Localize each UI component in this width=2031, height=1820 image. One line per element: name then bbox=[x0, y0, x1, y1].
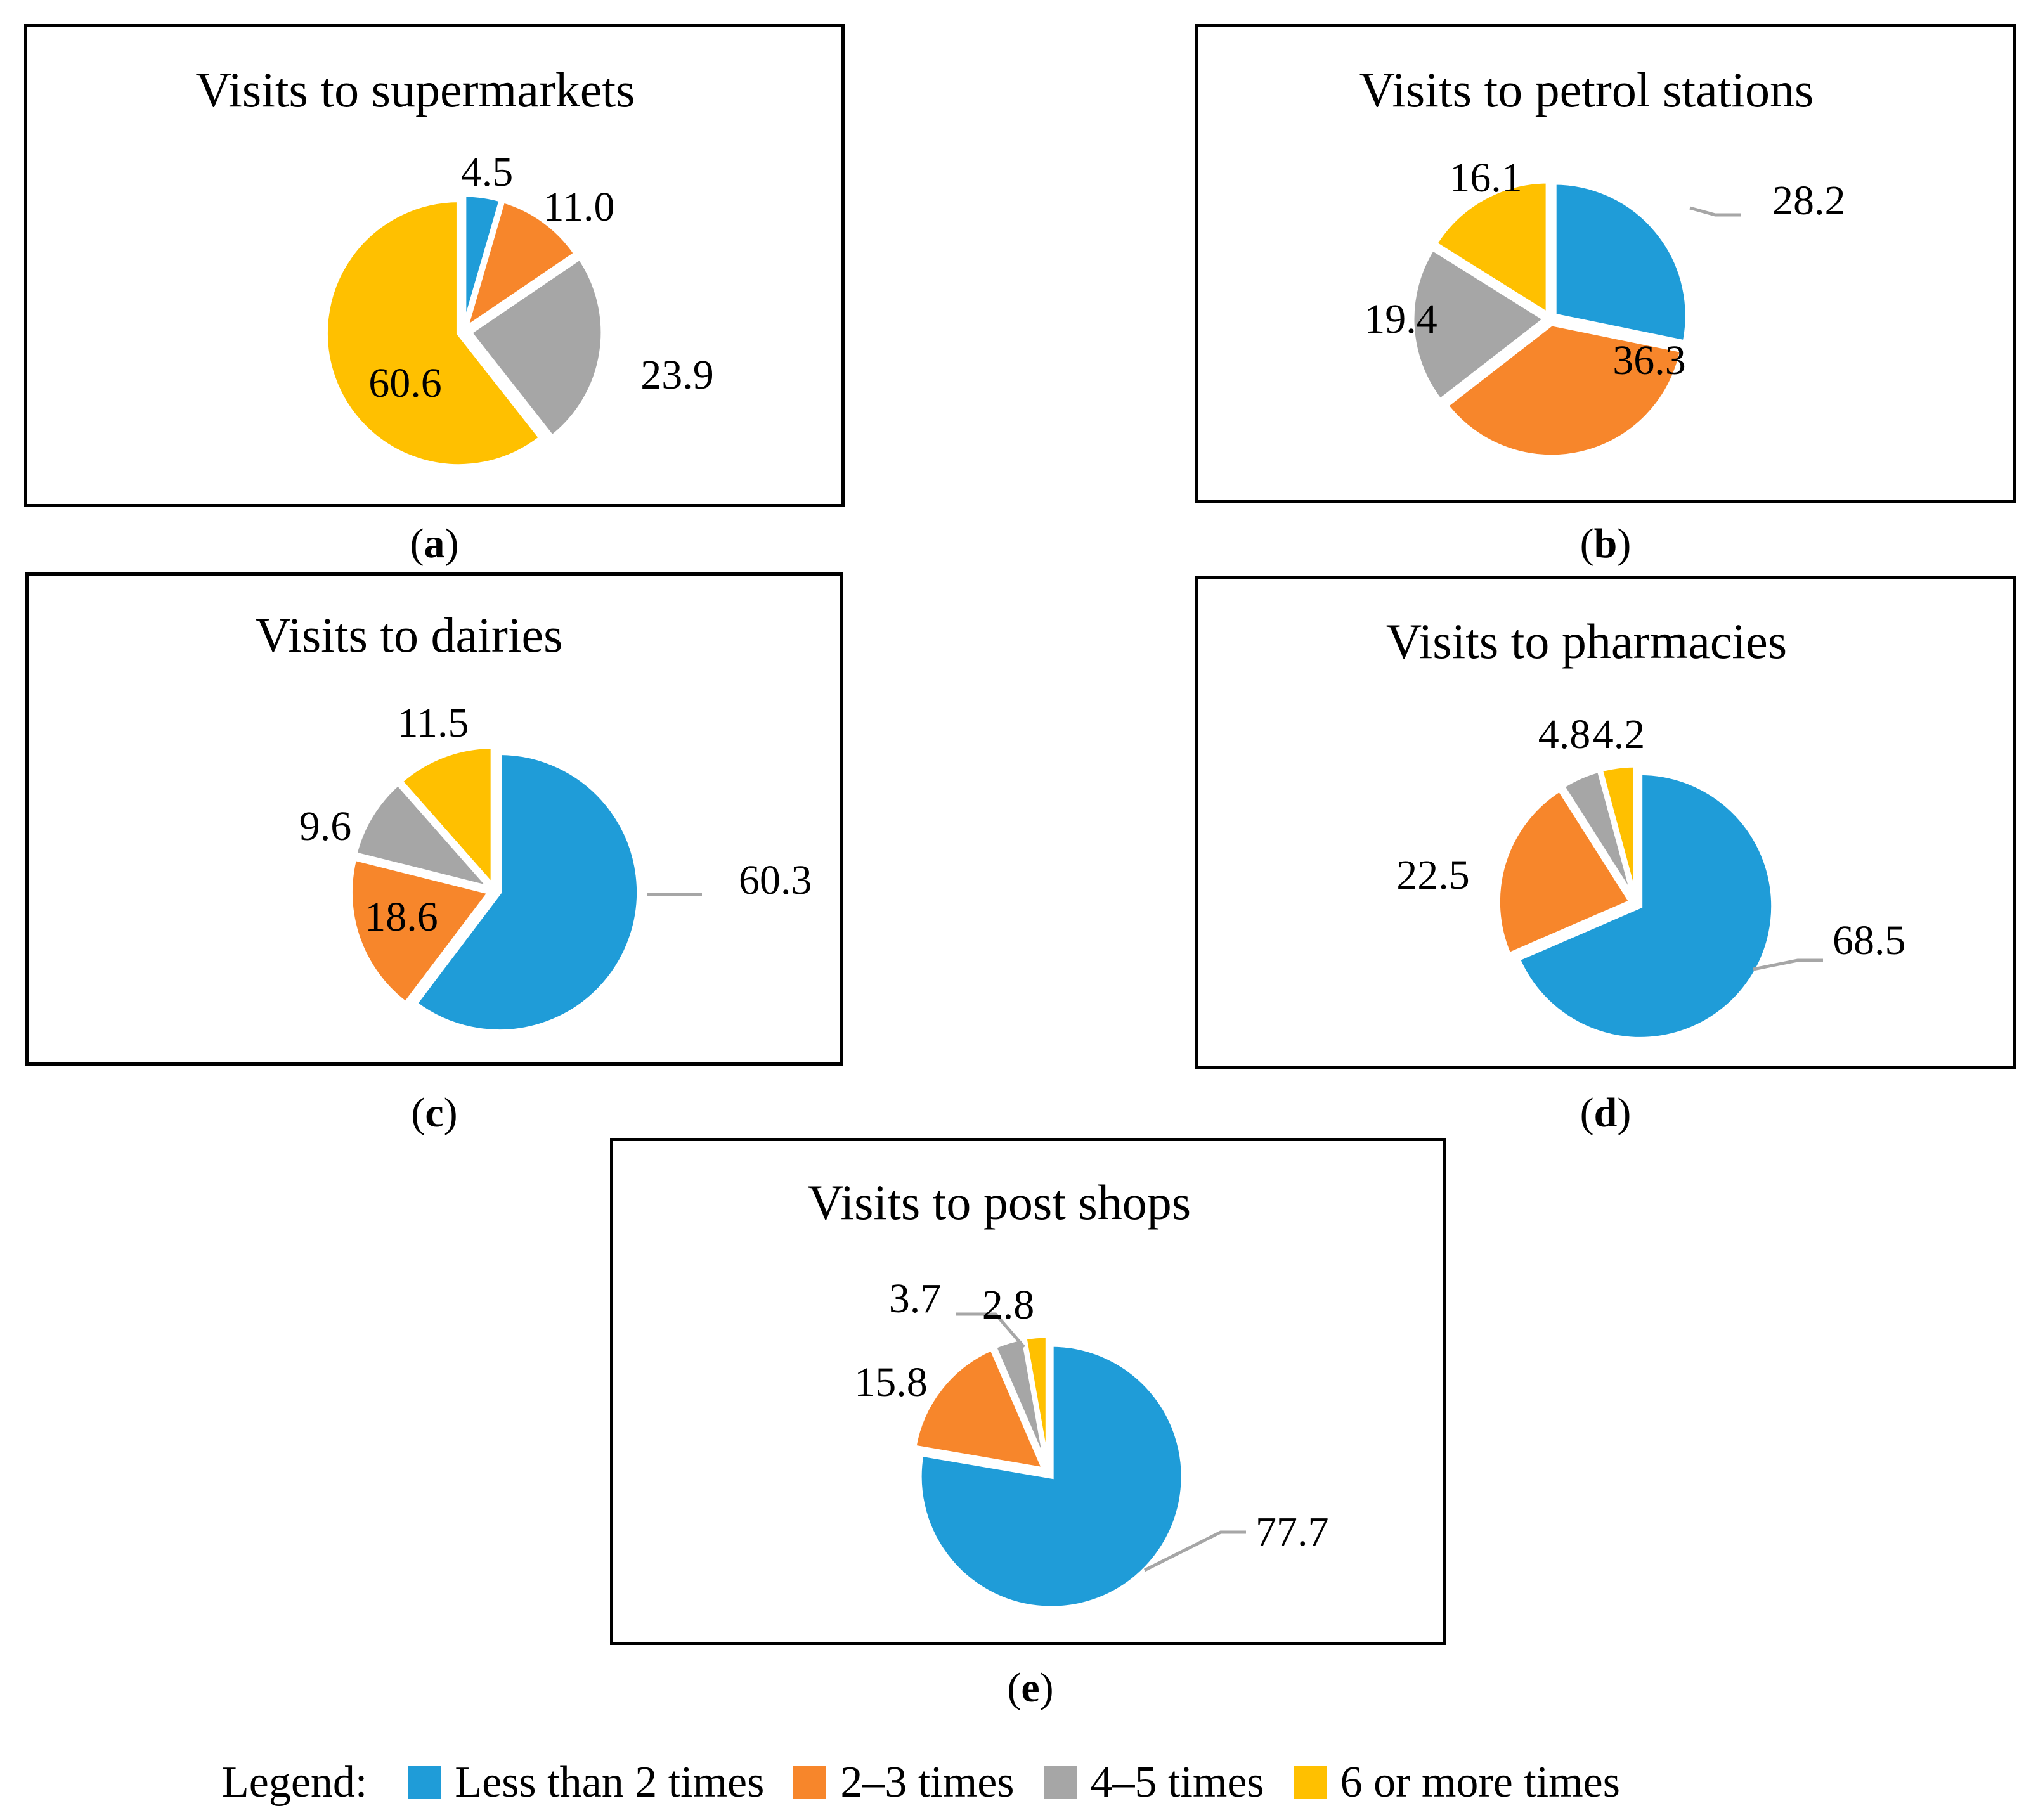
chart-panel-pharmacies: Visits to pharmacies 68.5 22.5 4.8 4.2 bbox=[1195, 576, 2016, 1069]
legend-label: Less than 2 times bbox=[455, 1758, 765, 1807]
data-label: 23.9 bbox=[640, 352, 714, 398]
slice-2-3 bbox=[348, 856, 494, 1007]
panel-caption-b: (b) bbox=[1580, 520, 1632, 567]
legend-item-4-5: 4–5 times bbox=[1043, 1757, 1264, 1808]
data-label: 60.6 bbox=[368, 360, 442, 406]
data-label: 11.5 bbox=[397, 700, 469, 746]
chart-title: Visits to dairies bbox=[255, 607, 563, 662]
pie-chart-post-shops: 77.7 15.8 3.7 2.8 bbox=[854, 1275, 1329, 1611]
data-label: 60.3 bbox=[739, 857, 812, 903]
legend-item-2-3: 2–3 times bbox=[793, 1757, 1015, 1808]
data-label: 2.8 bbox=[982, 1282, 1035, 1328]
legend-swatch bbox=[1293, 1766, 1327, 1799]
data-label: 4.8 bbox=[1538, 711, 1591, 758]
slice-2-3 bbox=[1495, 786, 1635, 958]
slice-less-than-2 bbox=[917, 1342, 1186, 1611]
data-label: 4.5 bbox=[461, 149, 514, 195]
chart-title: Visits to pharmacies bbox=[1385, 614, 1788, 669]
slice-4-5 bbox=[352, 780, 497, 892]
legend-label: 6 or more times bbox=[1340, 1758, 1620, 1807]
chart-panel-supermarkets: Visits to supermarkets 4.5 11.0 23.9 60.6 bbox=[24, 24, 845, 507]
slice-2-3 bbox=[911, 1345, 1048, 1473]
pie-chart-petrol-stations: 28.2 36.3 19.4 16.1 bbox=[1364, 155, 1846, 460]
leader-line bbox=[1143, 1530, 1246, 1572]
data-label: 11.0 bbox=[543, 184, 614, 230]
chart-panel-dairies: Visits to dairies 60.3 18.6 9.6 11.5 bbox=[25, 572, 843, 1066]
chart-title: Visits to petrol stations bbox=[1359, 62, 1814, 117]
data-label: 15.8 bbox=[854, 1359, 928, 1405]
slice-4-5 bbox=[466, 254, 606, 441]
data-label: 3.7 bbox=[889, 1275, 942, 1322]
data-label: 22.5 bbox=[1396, 852, 1470, 898]
chart-panel-post-shops: Visits to post shops 77.7 15.8 3.7 2.8 bbox=[610, 1138, 1446, 1645]
slice-2-3 bbox=[1443, 321, 1685, 460]
panel-caption-e: (e) bbox=[1007, 1665, 1054, 1711]
data-label: 77.7 bbox=[1256, 1509, 1329, 1555]
slice-less-than-2 bbox=[1552, 180, 1690, 345]
chart-title: Visits to post shops bbox=[807, 1175, 1191, 1230]
chart-panel-petrol-stations: Visits to petrol stations 28.2 36.3 19.4 16… bbox=[1195, 24, 2016, 503]
data-label: 19.4 bbox=[1364, 296, 1437, 342]
legend-title: Legend: bbox=[222, 1758, 368, 1807]
legend-label: 2–3 times bbox=[840, 1758, 1015, 1807]
data-label: 28.2 bbox=[1772, 177, 1846, 224]
pie-chart-supermarkets: 4.5 11.0 23.9 60.6 bbox=[323, 149, 714, 469]
legend-item-6-more: 6 or more times bbox=[1293, 1757, 1620, 1808]
slice-4-5 bbox=[1410, 245, 1550, 404]
data-label: 16.1 bbox=[1449, 155, 1522, 201]
legend: Legend: Less than 2 times 2–3 times 4–5 … bbox=[222, 1751, 1649, 1814]
chart-title: Visits to supermarkets bbox=[195, 62, 635, 117]
data-label: 36.3 bbox=[1612, 337, 1686, 384]
slice-less-than-2 bbox=[412, 751, 642, 1034]
slice-6-more bbox=[1597, 763, 1638, 899]
pie-chart-dairies: 60.3 18.6 9.6 11.5 bbox=[299, 700, 812, 1034]
data-label: 68.5 bbox=[1833, 917, 1906, 964]
panel-caption-d: (d) bbox=[1580, 1090, 1632, 1136]
data-label: 18.6 bbox=[365, 894, 438, 940]
slice-6-more bbox=[1432, 179, 1550, 319]
slice-6-more bbox=[1022, 1333, 1050, 1468]
leader-line bbox=[1689, 206, 1741, 217]
leader-line bbox=[1753, 958, 1823, 971]
legend-swatch bbox=[1043, 1766, 1077, 1799]
legend-label: 4–5 times bbox=[1090, 1758, 1264, 1807]
legend-item-less-than-2: Less than 2 times bbox=[408, 1757, 764, 1808]
data-label: 4.2 bbox=[1593, 711, 1645, 758]
slice-6-more bbox=[397, 744, 495, 892]
leader-line bbox=[956, 1312, 1025, 1348]
pie-chart-pharmacies: 68.5 22.5 4.8 4.2 bbox=[1396, 711, 1906, 1042]
slice-less-than-2 bbox=[1515, 770, 1776, 1042]
panel-caption-c: (c) bbox=[411, 1090, 458, 1136]
legend-swatch bbox=[793, 1766, 827, 1799]
legend-swatch bbox=[408, 1766, 441, 1799]
panel-caption-a: (a) bbox=[410, 520, 459, 567]
data-label: 9.6 bbox=[299, 803, 352, 849]
slice-6-more bbox=[323, 198, 545, 469]
slice-2-3 bbox=[462, 198, 580, 334]
